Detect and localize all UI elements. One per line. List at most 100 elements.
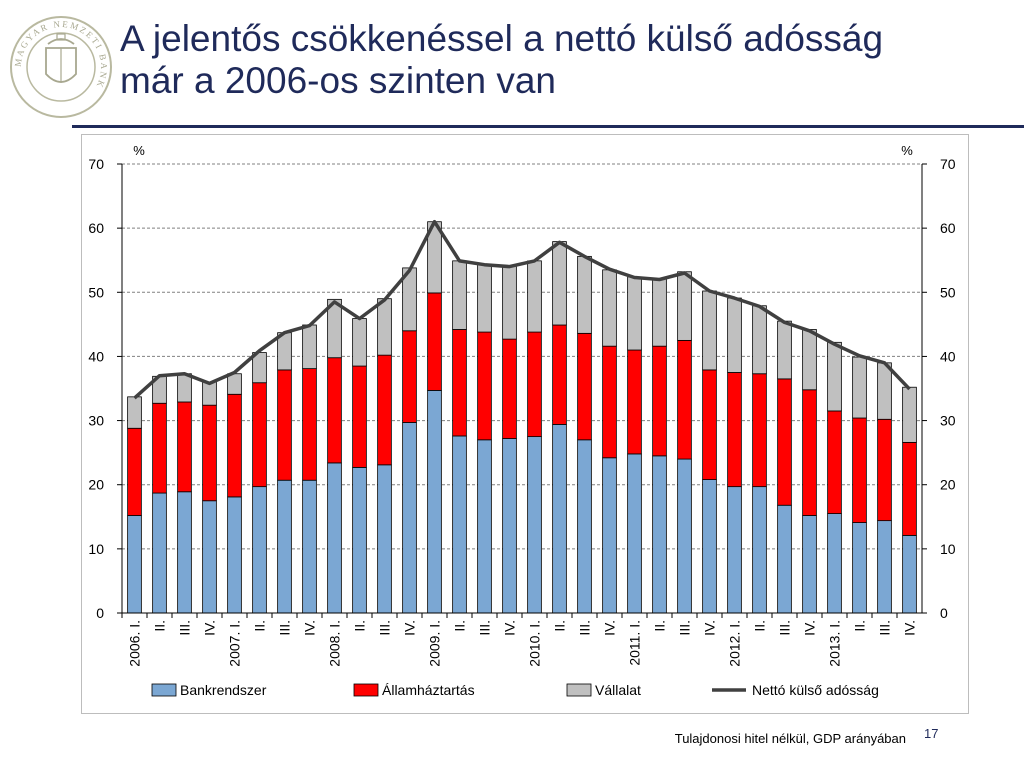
x-tick-label: III. (477, 620, 493, 636)
y-tick-label-left: 70 (88, 156, 104, 172)
x-tick-label: II. (352, 620, 368, 632)
bar-allamhaztartas (502, 338, 517, 439)
title-line-2: már a 2006-os szinten van (120, 60, 557, 101)
bar-allamhaztartas (827, 410, 842, 514)
bar-allamhaztartas (177, 401, 192, 493)
y-tick-label-left: 30 (88, 413, 104, 429)
bar-allamhaztartas (752, 373, 767, 488)
mnb-logo: MAGYAR NEMZETI BANK (10, 16, 112, 118)
x-tick-label: III. (177, 620, 193, 636)
x-tick-label: III. (277, 620, 293, 636)
bar-allamhaztartas (527, 331, 542, 438)
bar-bankrendszer (577, 439, 592, 614)
bar-vallalat (827, 341, 842, 412)
legend-vallalat: Vállalat (566, 682, 641, 698)
bar-vallalat (852, 356, 867, 419)
bar-bankrendszer (702, 479, 717, 614)
bar-bankrendszer (277, 479, 292, 614)
x-tick-label: II. (452, 620, 468, 632)
bar-allamhaztartas (602, 345, 617, 459)
debt-chart: 0 0 10 10 20 20 30 30 40 40 50 50 60 60 70 70% % 2006. I.… (88, 143, 956, 698)
bar-allamhaztartas (277, 369, 292, 481)
x-tick-label: IV. (402, 620, 418, 636)
bar-allamhaztartas (402, 330, 417, 423)
x-tick-label: 2008. I. (327, 620, 343, 667)
bar-bankrendszer (852, 522, 867, 614)
bar-bankrendszer (127, 515, 142, 614)
bar-vallalat (877, 362, 892, 420)
bar-bankrendszer (502, 438, 517, 614)
bar-bankrendszer (452, 435, 467, 614)
x-tick-label: 2010. I. (527, 620, 543, 667)
bar-vallalat (527, 260, 542, 333)
bar-bankrendszer (627, 453, 642, 614)
legend-allamhaztartas: Államháztartás (353, 682, 475, 698)
x-tick-label: 2013. I. (827, 620, 843, 667)
legend-swatch (151, 683, 177, 697)
bar-vallalat (627, 276, 642, 351)
bar-vallalat (377, 298, 392, 356)
bar-bankrendszer (602, 457, 617, 614)
x-tick-label: II. (752, 620, 768, 632)
x-tick-label: IV. (202, 620, 218, 636)
legend-label: Bankrendszer (180, 682, 267, 698)
bar-vallalat (652, 278, 667, 347)
bar-allamhaztartas (552, 324, 567, 425)
y-unit-right: % (901, 143, 913, 158)
bar-bankrendszer (777, 504, 792, 614)
bar-allamhaztartas (202, 404, 217, 502)
bar-allamhaztartas (577, 332, 592, 441)
x-tick-label: III. (677, 620, 693, 636)
bar-allamhaztartas (727, 372, 742, 488)
bar-allamhaztartas (477, 331, 492, 441)
y-tick-label-right: 60 (940, 220, 956, 236)
bar-bankrendszer (727, 486, 742, 614)
bar-allamhaztartas (452, 329, 467, 437)
legend-swatch (566, 683, 592, 697)
bar-vallalat (502, 265, 517, 340)
bar-allamhaztartas (902, 441, 917, 536)
y-unit-left: % (133, 143, 145, 158)
net-debt-line (133, 219, 911, 400)
bar-vallalat (327, 298, 342, 359)
x-tick-label: IV. (502, 620, 518, 636)
x-tick-label: III. (577, 620, 593, 636)
y-tick-label-left: 60 (88, 220, 104, 236)
x-tick-label: 2007. I. (227, 620, 243, 667)
bar-allamhaztartas (302, 368, 317, 481)
bar-allamhaztartas (427, 292, 442, 391)
bar-allamhaztartas (652, 345, 667, 457)
y-tick-label-left: 40 (88, 348, 104, 364)
x-tick-label: IV. (702, 620, 718, 636)
footnote: Tulajdonosi hitel nélkül, GDP arányában (674, 731, 906, 746)
bar-bankrendszer (402, 422, 417, 614)
bar-vallalat (802, 329, 817, 391)
bar-vallalat (702, 290, 717, 371)
legend-bankrendszer: Bankrendszer (151, 682, 267, 698)
legend-swatch (353, 683, 379, 697)
stacked-bars (127, 221, 917, 614)
bar-allamhaztartas (252, 382, 267, 488)
legend-netto: Nettó külső adósság (712, 682, 879, 698)
legend-label: Nettó külső adósság (752, 682, 879, 698)
y-tick-label-left: 20 (88, 477, 104, 493)
chart-frame: 0 0 10 10 20 20 30 30 40 40 50 50 60 60 70 70%% 2006. I.… (81, 134, 969, 714)
bar-vallalat (677, 271, 692, 341)
x-tick-label: III. (877, 620, 893, 636)
title-line-1: A jelentős csökkenéssel a nettó külső ad… (120, 18, 884, 59)
bar-bankrendszer (177, 491, 192, 614)
y-tick-label-left: 10 (88, 541, 104, 557)
x-tick-label: II. (152, 620, 168, 632)
x-tick-label: IV. (802, 620, 818, 636)
x-tick-label: II. (652, 620, 668, 632)
y-tick-label-right: 0 (940, 605, 948, 621)
bar-allamhaztartas (852, 417, 867, 523)
bar-vallalat (127, 396, 142, 429)
bar-allamhaztartas (777, 378, 792, 506)
bar-bankrendszer (327, 462, 342, 614)
bar-vallalat (777, 320, 792, 380)
bar-bankrendszer (377, 464, 392, 614)
bar-allamhaztartas (352, 365, 367, 468)
bar-bankrendszer (352, 466, 367, 614)
bar-allamhaztartas (227, 393, 242, 498)
